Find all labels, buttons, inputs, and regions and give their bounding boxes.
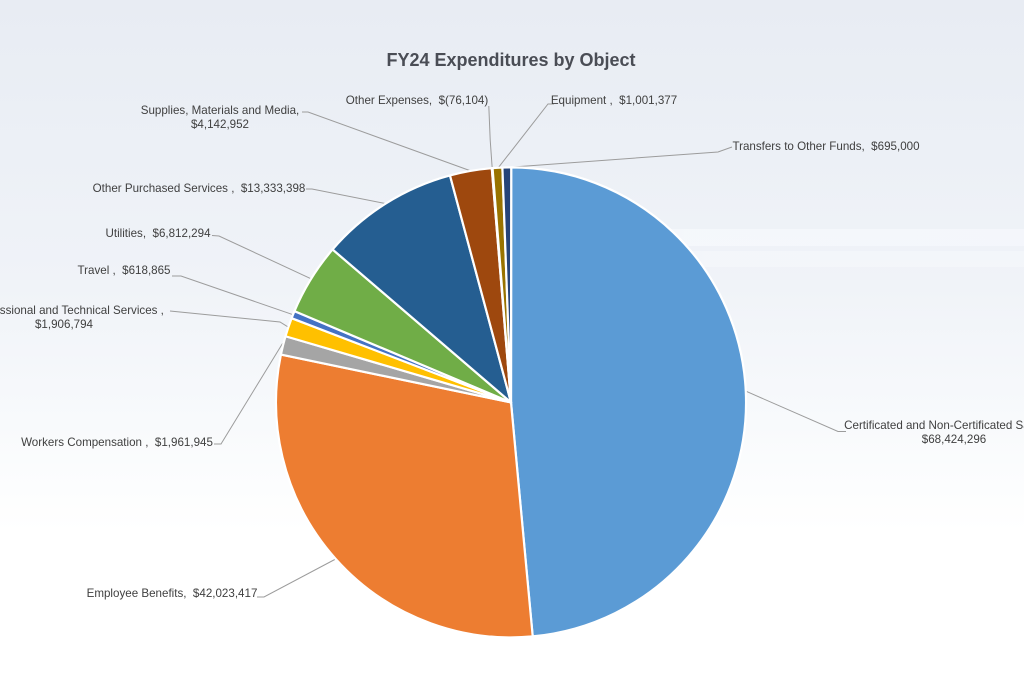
svg-text:$1,906,794: $1,906,794 xyxy=(35,318,94,331)
svg-text:FY24 Expenditures by Object: FY24 Expenditures by Object xyxy=(386,50,635,70)
svg-text:Professional and Technical Ser: Professional and Technical Services , xyxy=(0,304,164,317)
svg-text:$68,424,296: $68,424,296 xyxy=(922,433,986,446)
svg-text:Equipment , $1,001,377: Equipment , $1,001,377 xyxy=(551,94,677,107)
svg-text:Workers Compensation , $1,961: Workers Compensation , $1,961,945 xyxy=(21,436,213,449)
svg-text:Transfers to Other Funds, $69: Transfers to Other Funds, $695,000 xyxy=(732,140,919,153)
svg-text:$4,142,952: $4,142,952 xyxy=(191,118,249,131)
svg-text:Supplies, Materials and Media,: Supplies, Materials and Media, xyxy=(141,104,300,117)
svg-text:Travel , $618,865: Travel , $618,865 xyxy=(77,264,170,277)
svg-text:Other Expenses, $(76,104): Other Expenses, $(76,104) xyxy=(346,94,489,107)
svg-text:Certificated and Non-Certifica: Certificated and Non-Certificated Salari… xyxy=(844,419,1024,432)
svg-text:Utilities, $6,812,294: Utilities, $6,812,294 xyxy=(105,227,211,240)
svg-text:Employee Benefits, $42,023,41: Employee Benefits, $42,023,417 xyxy=(87,587,258,600)
svg-text:Other Purchased Services , $1: Other Purchased Services , $13,333,398 xyxy=(93,182,306,195)
